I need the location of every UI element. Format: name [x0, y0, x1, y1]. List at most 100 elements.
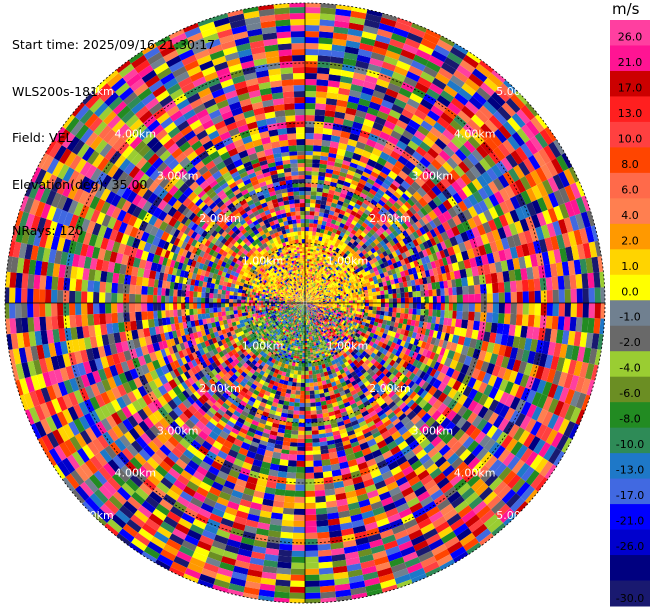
- range-gate: [440, 303, 445, 311]
- range-gate: [400, 308, 405, 314]
- range-gate: [343, 258, 348, 262]
- range-gate: [317, 269, 320, 272]
- range-gate: [378, 105, 392, 115]
- range-gate: [461, 82, 477, 97]
- range-gate: [337, 93, 350, 102]
- range-gate: [354, 294, 357, 298]
- range-gate: [317, 288, 320, 291]
- range-gate: [300, 340, 303, 343]
- range-gate: [330, 276, 334, 279]
- range-gate: [492, 282, 499, 294]
- range-gate: [336, 252, 341, 257]
- range-gate: [311, 426, 319, 431]
- range-gate: [344, 309, 347, 312]
- range-gate: [408, 297, 413, 303]
- range-gate: [340, 205, 348, 212]
- range-gate: [408, 119, 421, 131]
- range-gate: [411, 285, 417, 292]
- range-gate: [319, 19, 335, 27]
- range-gate: [310, 336, 313, 339]
- range-gate: [400, 297, 405, 303]
- range-gate: [424, 303, 429, 310]
- range-gate: [358, 98, 371, 108]
- range-gate: [353, 246, 359, 253]
- range-gate: [309, 255, 313, 258]
- range-gate: [291, 386, 297, 391]
- range-gate: [600, 287, 605, 303]
- range-gate: [310, 187, 318, 192]
- range-gate: [337, 235, 343, 241]
- range-gate: [317, 288, 320, 291]
- range-gate: [316, 271, 319, 274]
- range-gate: [310, 251, 314, 254]
- range-gate: [315, 231, 320, 237]
- range-gate: [305, 550, 319, 557]
- range-gate: [308, 336, 311, 339]
- range-gate: [319, 208, 325, 213]
- range-gate: [452, 295, 457, 303]
- range-gate: [315, 289, 318, 292]
- range-gate: [305, 7, 321, 14]
- range-gate: [354, 308, 357, 312]
- range-gate: [316, 266, 319, 270]
- range-gate: [323, 280, 327, 284]
- range-gate: [312, 274, 315, 277]
- range-gate: [322, 470, 333, 478]
- range-gate: [291, 562, 305, 569]
- range-gate: [305, 49, 319, 56]
- range-gate: [422, 136, 435, 148]
- range-gate: [479, 105, 494, 120]
- range-gate: [552, 289, 559, 303]
- range-gate: [319, 159, 328, 165]
- range-gate: [313, 274, 316, 277]
- range-gate: [317, 220, 323, 225]
- range-gate: [395, 188, 404, 196]
- range-gate: [315, 275, 318, 278]
- range-gate: [399, 287, 405, 293]
- range-gate: [305, 434, 313, 439]
- range-gate: [388, 207, 396, 216]
- range-gate: [325, 172, 333, 178]
- range-gate: [301, 330, 304, 333]
- range-gate: [305, 145, 314, 152]
- range-gate: [366, 107, 379, 117]
- range-gate: [300, 342, 303, 345]
- range-gate: [540, 303, 547, 316]
- range-gate: [340, 299, 343, 302]
- range-gate: [347, 241, 353, 247]
- range-gate: [339, 254, 343, 258]
- range-gate: [348, 200, 356, 207]
- range-gate: [316, 282, 319, 285]
- range-gate: [299, 402, 305, 407]
- range-gate: [326, 304, 329, 306]
- range-gate: [292, 422, 299, 427]
- range-gate: [383, 120, 396, 131]
- range-gate: [440, 288, 445, 296]
- range-gate: [372, 303, 377, 307]
- range-gate: [319, 285, 322, 288]
- range-gate: [311, 284, 314, 287]
- range-gate: [312, 289, 315, 292]
- range-gate: [329, 68, 342, 76]
- range-gate: [492, 312, 499, 324]
- range-gate: [286, 413, 294, 419]
- range-gate: [309, 273, 312, 276]
- range-gate: [305, 171, 312, 176]
- range-gate: [359, 192, 367, 200]
- range-gate: [308, 291, 310, 294]
- range-gate: [297, 338, 300, 341]
- range-gate: [380, 290, 385, 296]
- range-gate: [311, 280, 314, 283]
- range-gate: [314, 256, 318, 259]
- range-gate: [305, 320, 308, 323]
- range-gate: [391, 71, 406, 82]
- range-gate: [334, 162, 343, 168]
- range-gate: [446, 141, 460, 154]
- range-gate: [305, 490, 316, 497]
- range-gate: [453, 114, 467, 128]
- range-gate: [407, 313, 413, 320]
- range-gate: [307, 291, 309, 294]
- range-gate: [370, 127, 382, 137]
- range-gate: [280, 531, 293, 539]
- range-gate: [374, 142, 385, 152]
